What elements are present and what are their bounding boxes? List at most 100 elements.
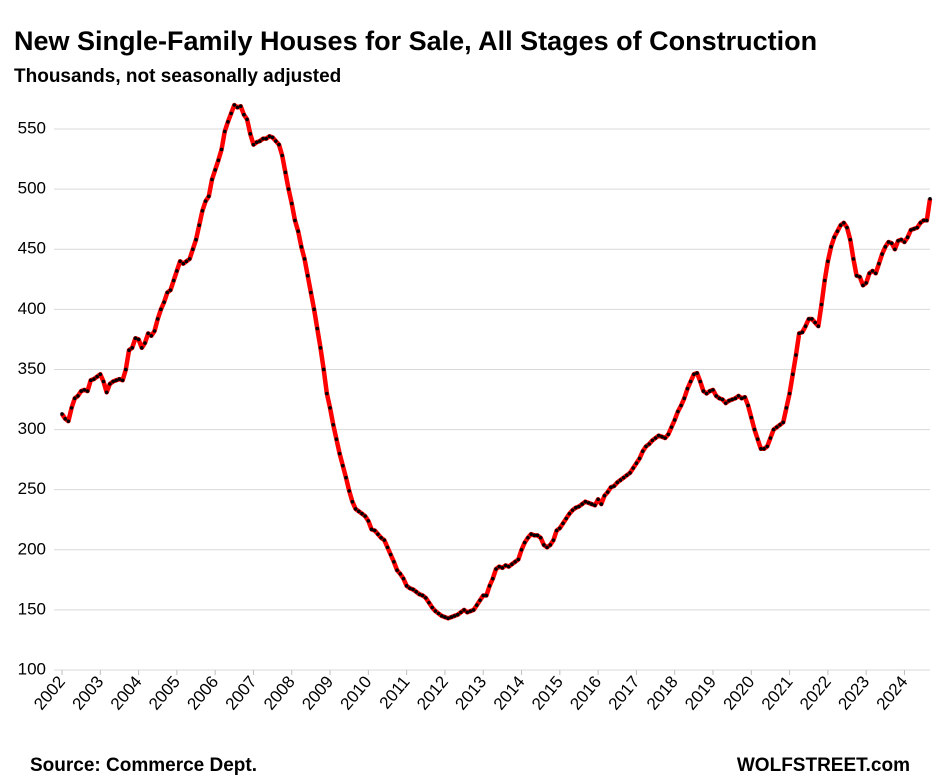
- data-point: [634, 461, 639, 466]
- data-point: [146, 331, 150, 336]
- data-point: [720, 397, 725, 402]
- data-point: [746, 403, 750, 408]
- data-point: [621, 475, 626, 480]
- data-point: [232, 103, 237, 107]
- data-point: [695, 371, 699, 375]
- data-point: [484, 593, 489, 598]
- data-point: [277, 142, 281, 147]
- data-point: [120, 378, 125, 383]
- data-point: [545, 545, 549, 550]
- data-point: [516, 557, 521, 562]
- data-point: [210, 177, 214, 182]
- data-point: [63, 416, 67, 421]
- data-point: [912, 227, 916, 231]
- data-point: [918, 221, 923, 225]
- data-point: [835, 229, 840, 234]
- x-tick-label: 2010: [337, 672, 376, 713]
- data-point: [229, 111, 233, 116]
- data-point: [752, 427, 757, 432]
- data-point: [79, 389, 83, 393]
- data-point: [331, 422, 336, 427]
- data-point: [226, 120, 230, 124]
- data-point: [660, 434, 664, 439]
- data-point: [701, 389, 706, 393]
- data-point: [826, 259, 830, 264]
- data-point: [640, 449, 645, 454]
- y-tick-label: 550: [18, 119, 46, 138]
- data-point: [781, 420, 786, 425]
- data-point: [267, 134, 272, 139]
- data-point: [797, 331, 801, 336]
- data-point: [787, 391, 792, 396]
- data-point: [561, 521, 565, 526]
- data-point: [928, 196, 932, 201]
- data-point: [848, 237, 853, 242]
- x-tick-label: 2020: [719, 672, 758, 713]
- data-point: [133, 336, 138, 341]
- data-point: [548, 543, 553, 547]
- data-point: [143, 341, 147, 345]
- data-point: [382, 538, 387, 542]
- data-point: [165, 290, 170, 295]
- data-point: [471, 608, 476, 612]
- data-point: [481, 593, 486, 598]
- data-point: [350, 499, 355, 504]
- data-point: [771, 427, 776, 432]
- data-point: [810, 317, 814, 321]
- x-tick-label: 2018: [643, 672, 682, 713]
- credit: WOLFSTREET.com: [737, 755, 910, 776]
- x-tick-label: 2024: [873, 672, 912, 713]
- data-point: [816, 324, 821, 328]
- data-point: [360, 511, 364, 516]
- data-point: [95, 374, 99, 379]
- data-point: [420, 593, 425, 598]
- data-point: [427, 600, 431, 605]
- x-tick-label: 2021: [758, 672, 797, 713]
- data-point: [222, 129, 227, 134]
- data-point: [647, 442, 651, 446]
- data-point: [653, 436, 658, 440]
- data-point: [685, 386, 690, 391]
- data-point: [436, 611, 441, 616]
- data-point: [877, 261, 881, 266]
- data-point: [864, 281, 868, 285]
- data-point: [567, 511, 572, 516]
- data-point: [369, 527, 374, 532]
- data-point: [312, 307, 316, 312]
- data-point: [423, 596, 428, 600]
- data-point: [363, 514, 367, 518]
- data-point: [455, 612, 460, 617]
- data-point: [829, 245, 833, 249]
- data-point: [108, 382, 112, 386]
- data-point: [618, 478, 623, 482]
- data-point: [778, 422, 782, 427]
- data-point: [152, 329, 157, 333]
- data-point: [765, 444, 770, 449]
- data-point: [213, 168, 217, 172]
- data-point: [171, 278, 176, 283]
- data-point: [822, 278, 827, 283]
- data-point: [251, 142, 256, 147]
- data-point: [513, 560, 517, 564]
- data-point: [570, 508, 575, 512]
- y-tick-label: 150: [18, 599, 46, 618]
- data-point: [187, 257, 192, 261]
- data-point: [411, 587, 415, 592]
- data-point: [663, 436, 667, 440]
- data-point: [609, 485, 613, 490]
- data-point: [353, 507, 358, 511]
- data-point: [309, 290, 313, 295]
- y-tick-label: 500: [18, 179, 46, 198]
- data-point: [602, 493, 607, 498]
- data-point: [644, 444, 648, 449]
- y-tick-label: 350: [18, 359, 46, 378]
- data-point: [650, 438, 655, 443]
- data-point: [159, 307, 163, 312]
- data-point: [321, 367, 326, 372]
- data-point: [98, 372, 103, 377]
- data-point: [270, 135, 275, 140]
- data-point: [468, 609, 473, 613]
- data-point: [708, 389, 712, 393]
- data-point: [337, 451, 342, 456]
